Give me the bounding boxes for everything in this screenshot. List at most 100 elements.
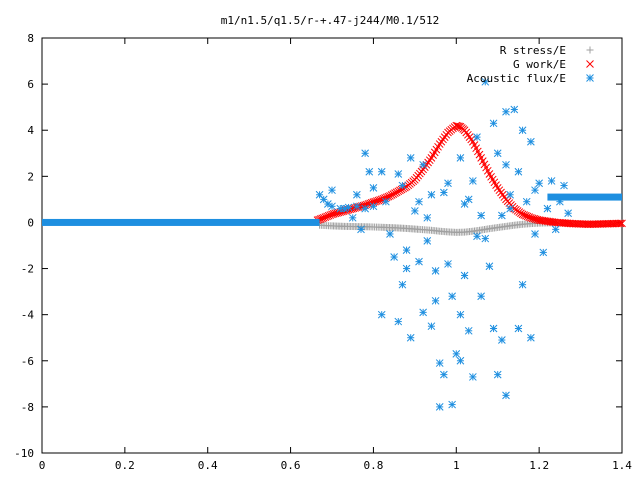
legend-label: R stress/E: [500, 44, 566, 57]
data-point-d2: [369, 184, 378, 192]
data-point: [406, 154, 415, 162]
acoustic-baseline-band: [42, 218, 320, 226]
data-point-d2: [386, 230, 394, 238]
plot-border: [41, 37, 623, 454]
data-point-d2: [456, 154, 465, 162]
data-point-d2: [535, 179, 543, 188]
y-tick-label: 6: [27, 78, 34, 91]
x-tick-label: 0.4: [198, 459, 218, 472]
data-point-d2: [427, 190, 436, 199]
y-tick-label: 4: [27, 124, 34, 137]
data-point-d2: [415, 197, 423, 206]
data-point-d2: [340, 204, 349, 213]
data-point-d2: [543, 204, 552, 213]
data-point: [518, 126, 527, 135]
data-point: [353, 202, 361, 211]
data-point: [431, 296, 440, 305]
data-point-d2: [431, 296, 440, 305]
data-point-d2: [528, 214, 537, 223]
data-point-d2: [489, 119, 498, 128]
data-point-d2: [470, 141, 479, 149]
y-tick-label: 8: [27, 32, 34, 45]
data-point: [460, 271, 469, 280]
data-point: [510, 105, 519, 114]
data-point-d2: [319, 195, 328, 204]
data-point: [506, 190, 514, 199]
data-point: [394, 317, 403, 326]
data-point-d2: [444, 179, 452, 188]
data-point-d2: [419, 160, 427, 169]
data-point: [361, 204, 369, 213]
data-point: [551, 225, 560, 234]
data-point-d2: [487, 172, 495, 181]
data-point: [411, 207, 419, 215]
data-point: [518, 280, 527, 289]
data-point-d2: [564, 209, 572, 218]
data-point-d2: [520, 211, 529, 219]
data-point: [406, 333, 415, 342]
data-point: [502, 107, 510, 116]
data-point-d2: [456, 356, 465, 365]
data-point: [527, 137, 535, 146]
x-tick-labels: 0 0.2 0.4 0.6 0.8 1 1.2 1.4: [39, 459, 633, 472]
data-point-d2: [361, 204, 369, 213]
data-point: [398, 280, 407, 289]
data-point: [473, 133, 481, 141]
data-point-d2: [522, 197, 531, 206]
data-point-d2: [523, 212, 532, 221]
data-point-d2: [506, 190, 514, 199]
data-point-d2: [518, 210, 527, 219]
data-point-d2: [382, 197, 390, 206]
data-point: [456, 310, 465, 319]
data-point-d2: [394, 317, 403, 326]
data-point-d2: [485, 262, 494, 271]
data-point: [357, 225, 365, 234]
data-point: [502, 160, 510, 169]
data-point: [456, 356, 465, 365]
data-point-d2: [440, 188, 448, 197]
data-point: [394, 170, 403, 178]
data-point-d2: [390, 253, 398, 261]
data-point-d2: [475, 150, 484, 159]
data-point-d2: [348, 213, 357, 222]
data-point-d2: [411, 207, 419, 215]
data-point-d2: [473, 232, 481, 241]
data-point-d2: [477, 211, 485, 220]
y-tick-labels: 8 6 4 2 0 -2 -4 -6 -8 -10: [14, 32, 34, 460]
data-point-d2: [357, 225, 365, 234]
data-point-d2: [531, 230, 539, 238]
data-point: [543, 204, 552, 213]
data-point: [514, 324, 523, 333]
data-point: [535, 179, 543, 188]
data-point-d2: [440, 370, 448, 379]
data-point: [498, 211, 506, 220]
data-point-d2: [469, 177, 477, 185]
data-point-d2: [482, 163, 490, 172]
data-point: [502, 391, 510, 400]
data-point: [369, 202, 378, 211]
data-point-d2: [618, 219, 626, 228]
data-point-d2: [456, 310, 465, 319]
data-point-d2: [525, 213, 534, 221]
x-tick-label: 0.6: [281, 459, 301, 472]
data-point: [340, 204, 349, 213]
data-point: [473, 232, 481, 241]
data-point: [477, 211, 485, 220]
data-point: [616, 219, 625, 228]
y-tick-label: 2: [27, 170, 34, 183]
legend-label: Acoustic flux/E: [467, 72, 566, 85]
data-point-d2: [473, 133, 481, 141]
data-point-d2: [502, 160, 510, 169]
data-point: [531, 230, 539, 238]
x-tick-label: 0.2: [115, 459, 135, 472]
data-point: [464, 326, 473, 335]
y-tick-label: 0: [27, 216, 34, 229]
data-point-d2: [398, 280, 407, 289]
data-point: [398, 181, 407, 190]
data-point-d2: [464, 195, 473, 204]
y-tick-label: -6: [21, 355, 34, 368]
x-tick-label: 0.8: [363, 459, 383, 472]
data-point: [435, 359, 444, 367]
data-point-d2: [547, 177, 556, 185]
